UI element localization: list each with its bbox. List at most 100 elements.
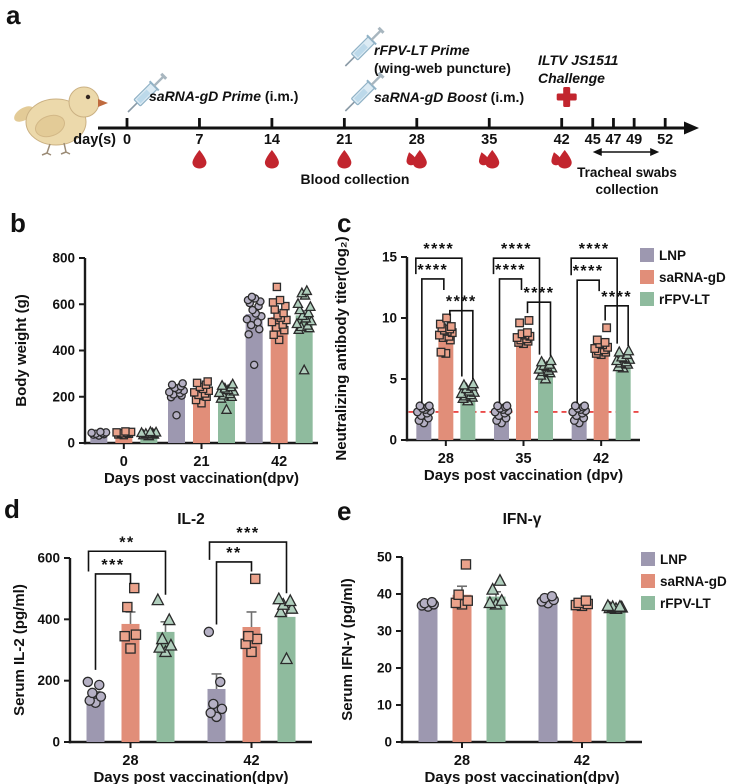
x-axis-label: Days post vaccination(dpv) [93,769,288,784]
syringe-liquid [353,88,368,103]
bar [245,313,263,443]
bar [277,616,296,742]
legend-label: saRNA-gD [659,270,726,285]
legend: LNP saRNA-gD rFPV-LT [640,248,726,307]
scatter-point [453,589,464,600]
scatter-point [151,592,165,606]
y-tick-label: 30 [377,624,392,639]
timeline-day-label: 35 [481,132,498,148]
chick-tail [14,106,34,122]
scatter-point [535,355,548,367]
scatter-point [294,303,306,315]
scatter-point [242,315,252,324]
scatter-point [144,425,157,437]
scatter-point [119,630,130,642]
y-axis-label: Body weight (g) [13,294,30,407]
syringe-liquid [353,43,368,58]
bar [615,360,631,440]
panel-a-timeline: a day(s) saRNA-gD Prime (i.m.) rFPV-LT P… [0,0,731,200]
challenge-label-line1: ILTV JS1511 [538,52,619,68]
scatter-point [203,626,215,638]
bar [295,315,313,443]
panel-e-ifng: e IFN-γ 0 10 20 30 40 50 Serum IFN-γ (pg/ml) 28 4… [330,490,731,784]
legend-swatch [640,248,654,262]
bar [538,368,553,440]
x-axis-label: Days post vaccination(dpv) [104,470,299,487]
y-tick-label: 600 [52,297,75,312]
blood-drop-icon [192,150,207,169]
scatter-point [272,282,282,292]
x-category-label: 21 [193,454,209,470]
syringe-flange [148,80,160,92]
bar [516,337,531,440]
tracheal-swabs-label-line2: collection [595,182,659,197]
bar [438,331,454,440]
scatter-point [602,323,612,333]
syringe-liquid [136,89,151,104]
x-category-label: 42 [271,454,287,470]
y-tick-label: 400 [52,343,75,358]
timeline-day-label: 47 [605,132,622,148]
legend-swatch [641,552,655,566]
scatter-point [96,427,105,437]
scatter-point [281,301,290,311]
x-category-label: 42 [574,753,590,769]
syringe-needle [344,101,356,112]
bar [418,604,438,742]
chick-wing [34,114,66,138]
panel-label-c: c [337,208,352,238]
scatter-point [125,643,136,654]
blood-drop-main [264,150,279,169]
y-axis-label: Serum IFN-γ (pg/ml) [339,578,356,721]
series-rFPV-LT [135,284,318,443]
syringe-handle [377,26,385,34]
scatter-point [601,598,615,612]
significance-bracket [415,257,463,377]
significance-bracket [576,279,600,404]
scatter-point [580,401,590,411]
bar [270,316,288,443]
scatter-point [203,377,212,386]
scatter-point [243,630,254,642]
scatter-point [164,638,178,651]
chick-icon [14,86,108,156]
panel-label-b: b [10,208,26,238]
scatter-point [272,591,286,605]
scatter-point [467,377,480,389]
event-rfpv-prime-route: (wing-web puncture) [374,60,511,76]
scatter-point [442,313,452,323]
scatter-point [483,595,497,609]
x-category-label: 28 [438,451,454,467]
scatter-point [301,284,313,296]
challenge-label-line2: Challenge [538,70,605,86]
scatter-point [153,640,167,653]
y-tick-label: 0 [384,735,392,750]
legend-label: rFPV-LT [659,292,711,307]
scatter-point [251,633,263,645]
scatter-point [502,401,512,411]
significance-bracket [492,257,541,355]
syringe-handle [160,72,168,80]
bar [593,346,609,440]
chick-head [68,86,100,118]
bar [486,596,506,742]
syringe-plunger [370,29,382,41]
nab-titer-chart: 0 5 10 15 Neutralizing antibody titer(log₂) 2… [333,236,726,484]
x-category-label: 42 [243,753,259,769]
scatter-point [415,401,425,411]
scatter-point [275,295,285,305]
chick-eye [85,94,91,100]
scatter-point [279,308,288,318]
syringe-needle [127,102,138,113]
significance-label: *** [101,557,124,574]
significance-label: ** [119,534,134,551]
scatter-point [493,401,503,411]
scatter-point [249,573,261,585]
significance-label: **** [601,289,632,306]
significance-bracket [94,573,132,670]
scatter-point [82,676,94,688]
scatter-point [302,306,315,318]
significance-label: **** [501,241,532,258]
